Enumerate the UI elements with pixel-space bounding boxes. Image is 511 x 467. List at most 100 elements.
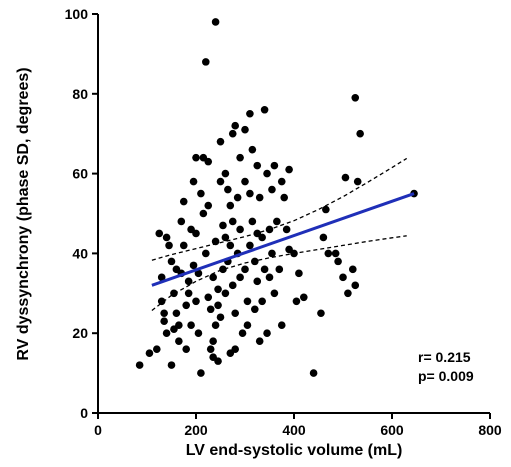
data-point bbox=[255, 193, 264, 202]
y-tick-label: 80 bbox=[72, 86, 88, 102]
data-point bbox=[204, 201, 213, 210]
x-tick-label: 0 bbox=[94, 422, 102, 438]
data-point bbox=[175, 337, 183, 345]
data-point bbox=[319, 233, 328, 242]
data-point bbox=[179, 241, 188, 250]
data-point bbox=[202, 58, 210, 66]
data-point bbox=[160, 309, 168, 318]
data-point bbox=[219, 265, 227, 274]
data-point bbox=[221, 233, 230, 242]
data-point bbox=[194, 329, 203, 338]
data-point bbox=[182, 345, 190, 353]
data-point bbox=[202, 249, 210, 258]
data-point bbox=[351, 93, 360, 102]
data-point bbox=[199, 209, 208, 218]
data-point bbox=[224, 185, 232, 194]
data-point bbox=[273, 217, 281, 226]
data-point bbox=[179, 197, 188, 206]
data-point bbox=[184, 289, 193, 298]
y-tick-label: 40 bbox=[72, 245, 88, 261]
data-point bbox=[135, 361, 144, 369]
data-point bbox=[236, 153, 244, 162]
data-point bbox=[221, 169, 230, 178]
data-point bbox=[270, 161, 279, 170]
data-point bbox=[167, 361, 176, 369]
data-point bbox=[353, 177, 362, 186]
data-point bbox=[216, 313, 225, 322]
data-point bbox=[228, 129, 237, 138]
data-point bbox=[172, 309, 181, 318]
data-point bbox=[341, 173, 350, 182]
data-point bbox=[282, 225, 291, 234]
correlation-p-label: p= 0.009 bbox=[418, 368, 474, 384]
data-point bbox=[211, 237, 220, 246]
data-point bbox=[160, 317, 168, 326]
data-point bbox=[157, 273, 166, 282]
data-point bbox=[331, 249, 340, 258]
data-point bbox=[270, 289, 279, 298]
data-point bbox=[260, 105, 269, 114]
y-axis-ticks: 0 20 40 60 80 100 bbox=[65, 6, 98, 421]
data-point bbox=[197, 369, 205, 377]
data-point bbox=[153, 345, 161, 353]
regression-line bbox=[151, 192, 415, 287]
correlation-r-label: r= 0.215 bbox=[418, 349, 471, 365]
data-point bbox=[248, 217, 257, 226]
data-point bbox=[258, 297, 266, 306]
y-tick-label: 100 bbox=[65, 6, 89, 22]
data-point bbox=[317, 309, 325, 318]
data-point bbox=[177, 217, 186, 226]
data-point bbox=[211, 18, 220, 26]
data-point bbox=[231, 121, 239, 130]
data-point bbox=[334, 257, 342, 266]
data-point bbox=[175, 321, 183, 330]
data-point bbox=[236, 273, 244, 282]
data-point bbox=[184, 277, 193, 286]
data-point bbox=[214, 285, 222, 294]
data-point bbox=[258, 233, 266, 242]
data-point bbox=[214, 357, 222, 365]
data-point bbox=[204, 157, 213, 166]
data-point bbox=[248, 145, 257, 154]
data-point bbox=[241, 265, 249, 274]
data-point bbox=[268, 185, 276, 194]
data-point bbox=[216, 137, 225, 146]
data-point bbox=[189, 177, 198, 186]
data-point bbox=[263, 329, 271, 338]
data-point bbox=[214, 301, 222, 310]
data-point bbox=[243, 297, 252, 306]
data-point bbox=[228, 217, 237, 226]
data-point bbox=[324, 249, 333, 258]
data-point bbox=[277, 321, 286, 330]
data-point bbox=[251, 305, 259, 314]
y-axis-title: RV dyssynchrony (phase SD, degrees) bbox=[15, 67, 32, 360]
data-point bbox=[170, 289, 178, 298]
data-point bbox=[280, 193, 289, 202]
data-point bbox=[253, 277, 262, 286]
data-point bbox=[157, 297, 166, 306]
x-tick-label: 800 bbox=[478, 422, 502, 438]
data-point bbox=[231, 345, 239, 353]
data-point bbox=[263, 169, 271, 178]
data-point bbox=[231, 309, 239, 318]
data-points bbox=[135, 18, 418, 377]
data-point bbox=[241, 177, 249, 186]
fit-lines bbox=[151, 157, 415, 312]
data-point bbox=[192, 229, 200, 238]
x-tick-label: 200 bbox=[184, 422, 208, 438]
data-point bbox=[295, 269, 303, 278]
ci-lower-line bbox=[151, 235, 407, 312]
data-point bbox=[216, 177, 225, 186]
data-point bbox=[206, 345, 215, 353]
data-point bbox=[322, 205, 330, 214]
data-point bbox=[209, 337, 217, 345]
data-point bbox=[246, 189, 254, 198]
data-point bbox=[197, 189, 205, 198]
y-tick-label: 60 bbox=[72, 166, 88, 182]
data-point bbox=[300, 293, 308, 302]
data-point bbox=[187, 321, 195, 330]
data-point bbox=[356, 129, 364, 138]
data-point bbox=[162, 233, 171, 242]
data-point bbox=[255, 337, 264, 345]
